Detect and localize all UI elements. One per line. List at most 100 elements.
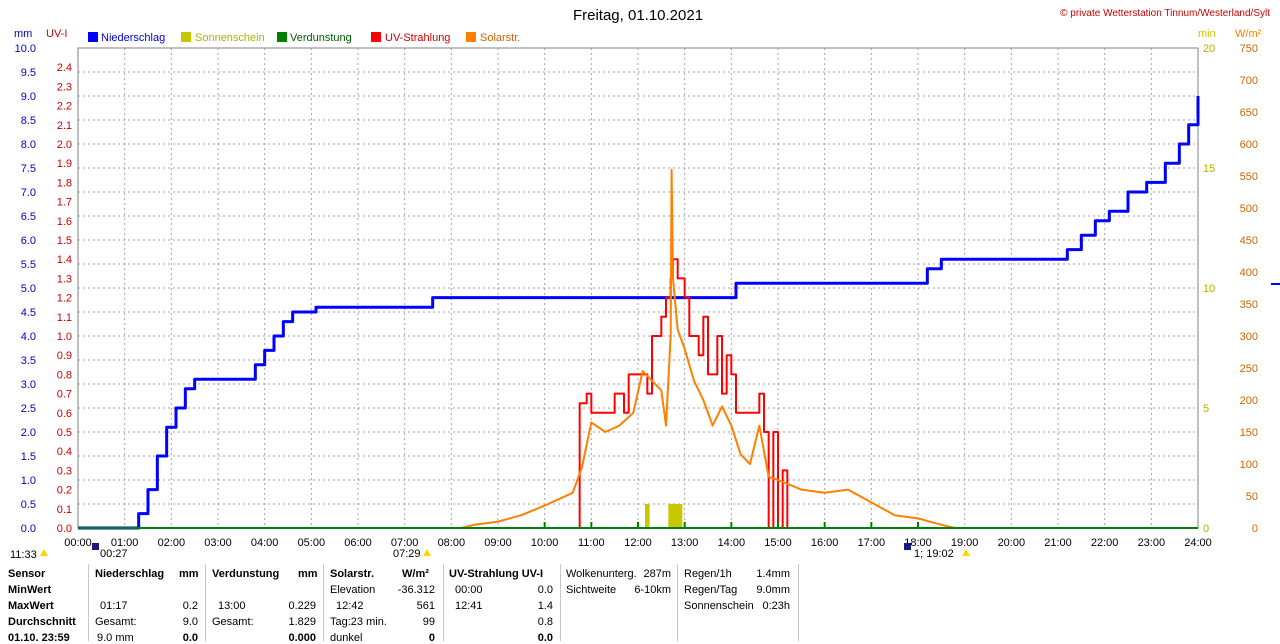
x-tick-label: 21:00	[1044, 537, 1072, 549]
legend-uv: UV-Strahlung	[385, 32, 450, 44]
legend-swatch-verdunstung	[277, 32, 287, 42]
sonnenschein-bar	[645, 504, 650, 528]
uv-tick-label: 0.9	[57, 350, 72, 362]
min-axis-unit: min	[1198, 28, 1216, 40]
stats-header-solar: Solarstr.	[330, 568, 375, 580]
mm-tick-label: 7.0	[21, 187, 36, 199]
x-tick-label: 23:00	[1138, 537, 1166, 549]
sonnenschein-bar	[668, 504, 683, 528]
uv-tick-label: 0.7	[57, 389, 72, 401]
stats-row-label: Durchschnitt	[8, 616, 76, 628]
uv-tick-label: 1.5	[57, 235, 72, 247]
uv-tick-label: 1.6	[57, 216, 72, 228]
uv-tick-label: 2.3	[57, 81, 72, 93]
separator	[88, 564, 89, 641]
weather-chart: Freitag, 01.10.2021 © private Wetterstat…	[10, 7, 1280, 561]
separator	[323, 564, 324, 641]
mm-tick-label: 4.0	[21, 331, 36, 343]
stats-v-val: 0.000	[288, 632, 316, 644]
x-tick-label: 16:00	[811, 537, 839, 549]
uv-tick-label: 0.8	[57, 369, 72, 381]
mm-tick-label: 6.5	[21, 211, 36, 223]
stats-extra-label: Regen/1h	[684, 568, 732, 580]
stats-uv-val: 0.0	[537, 632, 553, 644]
wm2-tick-label: 400	[1240, 267, 1258, 279]
mm-tick-label: 1.5	[21, 451, 36, 463]
wm2-tick-label: 200	[1240, 395, 1258, 407]
wm2-tick-label: 50	[1246, 491, 1258, 503]
x-tick-label: 11:00	[578, 537, 605, 549]
wm2-tick-label: 600	[1240, 139, 1258, 151]
min-tick-label: 10	[1203, 283, 1215, 295]
x-tick-label: 04:00	[251, 537, 279, 549]
uv-tick-label: 2.2	[57, 101, 72, 113]
stats-n-val: 0.0	[182, 632, 198, 644]
mm-tick-label: 1.0	[21, 475, 36, 487]
marker-dawn: 07:29	[393, 548, 421, 560]
uv-axis-unit: UV-I	[46, 28, 67, 40]
uv-tick-label: 1.9	[57, 158, 72, 170]
wm2-tick-label: 650	[1240, 107, 1258, 119]
x-tick-label: 12:00	[624, 537, 652, 549]
uv-tick-label: 0.5	[57, 427, 72, 439]
mm-tick-label: 0.0	[21, 523, 36, 535]
stats-extra-val: 6-10km	[634, 584, 671, 596]
legend-swatch-sonnenschein	[181, 32, 191, 42]
wm2-tick-label: 0	[1252, 523, 1258, 535]
wm2-tick-label: 150	[1240, 427, 1258, 439]
uv-tick-label: 2.0	[57, 139, 72, 151]
x-tick-label: 22:00	[1091, 537, 1119, 549]
mm-tick-label: 7.5	[21, 163, 36, 175]
solar-line	[460, 168, 956, 529]
uv-tick-label: 0.4	[57, 446, 72, 458]
wm2-tick-label: 300	[1240, 331, 1258, 343]
uv-tick-label: 1.0	[57, 331, 72, 343]
x-tick-label: 10:00	[531, 537, 559, 549]
mm-axis-unit: mm	[14, 28, 32, 40]
stats-s-val: -36.312	[397, 584, 435, 596]
stats-header-mm2: mm	[298, 568, 318, 580]
stats-header-mm: mm	[179, 568, 199, 580]
uv-tick-label: 0.2	[57, 485, 72, 497]
wm2-tick-label: 350	[1240, 299, 1258, 311]
legend-sonnenschein: Sonnenschein	[195, 32, 265, 44]
x-tick-label: 08:00	[438, 537, 466, 549]
uv-tick-label: 0.6	[57, 408, 72, 420]
mm-tick-label: 3.0	[21, 379, 36, 391]
mm-tick-label: 6.0	[21, 235, 36, 247]
uv-tick-label: 1.8	[57, 177, 72, 189]
mm-tick-label: 0.5	[21, 499, 36, 511]
stats-extra-label: Sichtweite	[566, 584, 617, 596]
stats-uv-val: 1.4	[537, 600, 553, 612]
x-tick-label: 03:00	[204, 537, 232, 549]
stats-extra-label: Wolkenunterg.	[566, 568, 637, 580]
stats-header-uv: UV-Strahlung UV-I	[449, 568, 544, 580]
x-tick-label: 02:00	[158, 537, 186, 549]
stats-row-label: 01.10. 23:59	[8, 632, 70, 644]
stats-v-time: 13:00	[218, 600, 246, 612]
mm-tick-label: 3.5	[21, 355, 36, 367]
wm2-tick-label: 700	[1240, 75, 1258, 87]
stats-n-time: 01:17	[100, 600, 128, 612]
stats-extra-val: 9.0mm	[756, 584, 790, 596]
uv-tick-label: 1.2	[57, 293, 72, 305]
sun-marker-icon	[423, 549, 431, 556]
stats-header-verdunstung: Verdunstung	[212, 568, 280, 580]
legend-swatch-uv	[371, 32, 381, 42]
uv-tick-label: 0.3	[57, 465, 72, 477]
stats-s-label: Tag:23 min.	[330, 616, 387, 628]
mm-tick-label: 8.5	[21, 115, 36, 127]
mm-tick-label: 9.5	[21, 67, 36, 79]
moon-marker-icon	[92, 543, 99, 550]
uv-tick-label: 1.3	[57, 273, 72, 285]
x-tick-label: 13:00	[671, 537, 699, 549]
stats-s-label: Elevation	[330, 584, 376, 596]
wm2-tick-label: 550	[1240, 171, 1258, 183]
stats-uv-val: 0.8	[537, 616, 553, 628]
x-tick-label: 14:00	[718, 537, 746, 549]
uv-tick-label: 2.1	[57, 120, 72, 132]
stats-s-label: dunkel	[330, 632, 363, 644]
min-tick-label: 20	[1203, 43, 1215, 55]
legend-niederschlag: Niederschlag	[101, 32, 165, 44]
stats-panel: Sensor Niederschlag mm Verdunstung mm So…	[0, 566, 1280, 644]
